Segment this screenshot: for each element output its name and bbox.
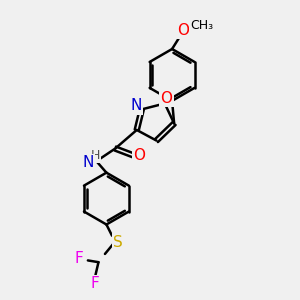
Text: N: N: [131, 98, 142, 113]
Text: S: S: [113, 235, 122, 250]
Text: CH₃: CH₃: [190, 19, 213, 32]
Text: O: O: [160, 91, 172, 106]
Text: O: O: [133, 148, 145, 164]
Text: F: F: [91, 276, 99, 291]
Text: N: N: [82, 155, 94, 170]
Text: H: H: [90, 149, 100, 162]
Text: F: F: [74, 251, 83, 266]
Text: O: O: [177, 23, 189, 38]
